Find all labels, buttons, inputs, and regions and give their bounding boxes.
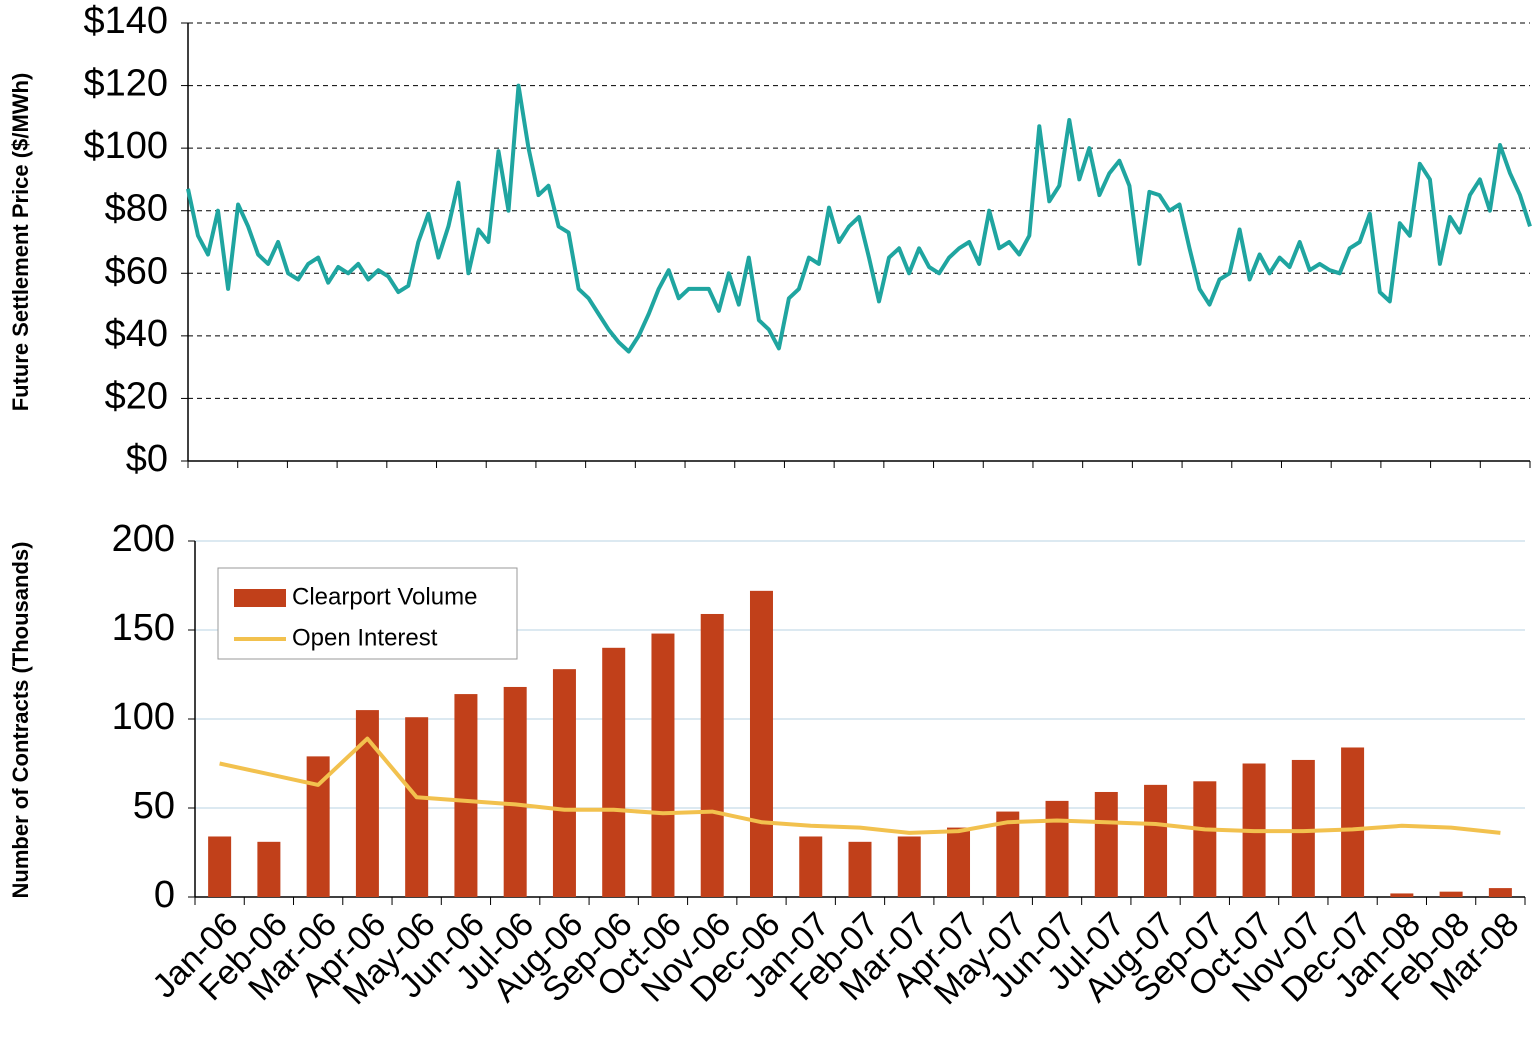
y-tick-label: 150: [112, 607, 175, 649]
y-tick-label: $140: [83, 0, 168, 42]
y-tick-label: $20: [105, 375, 168, 417]
bar: [799, 836, 823, 897]
bar: [897, 836, 921, 897]
y-tick-label: $80: [105, 188, 168, 230]
bar: [651, 633, 675, 897]
y-tick-label: $100: [83, 125, 168, 167]
bar: [1094, 791, 1118, 897]
bar: [1291, 759, 1315, 897]
open-interest-line: [219, 736, 1501, 835]
legend-label: Clearport Volume: [292, 583, 477, 610]
bar: [454, 694, 478, 897]
bar: [947, 827, 971, 897]
bar: [306, 756, 330, 897]
bar: [503, 686, 527, 897]
bar: [405, 717, 429, 897]
bar: [996, 811, 1020, 897]
legend-box: [217, 567, 518, 660]
bar: [257, 841, 281, 897]
bar: [208, 836, 232, 897]
bar: [1193, 781, 1217, 897]
bar: [602, 647, 626, 897]
y-axis-title: Future Settlement Price ($/MWh): [8, 73, 33, 412]
legend-label: Open Interest: [292, 624, 438, 651]
y-tick-label: $0: [126, 438, 168, 480]
y-tick-label: $60: [105, 250, 168, 292]
bar: [1488, 888, 1512, 897]
y-tick-label: $120: [83, 63, 168, 105]
y-tick-label: 100: [112, 696, 175, 738]
bar: [848, 841, 872, 897]
bar: [1341, 747, 1365, 897]
legend-swatch: [234, 589, 286, 607]
bar: [700, 613, 724, 897]
bar: [1390, 893, 1414, 897]
y-tick-label: 200: [112, 518, 175, 560]
bar: [355, 710, 379, 897]
bar: [1144, 784, 1168, 897]
bar: [1439, 891, 1463, 897]
y-axis-title: Number of Contracts (Thousands): [8, 542, 33, 899]
bar: [749, 590, 773, 897]
y-tick-label: 0: [154, 874, 175, 916]
y-tick-label: 50: [133, 785, 175, 827]
y-tick-label: $40: [105, 313, 168, 355]
bar: [552, 669, 576, 897]
bar: [1045, 800, 1069, 897]
price-line: [186, 83, 1532, 354]
